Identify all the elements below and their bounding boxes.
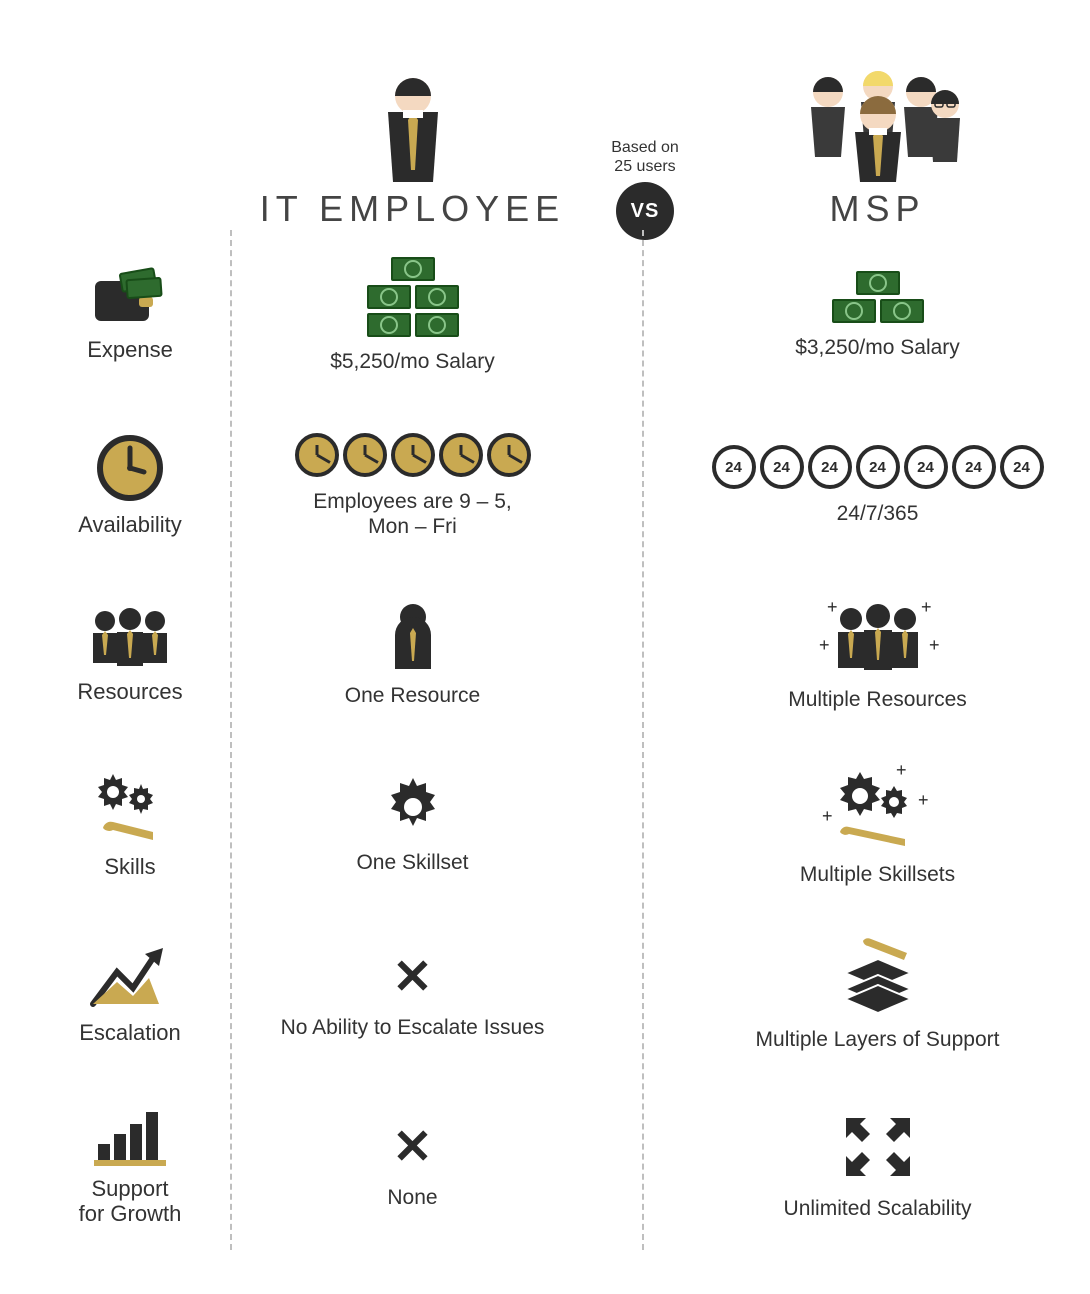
svg-text:+: + [921, 597, 932, 617]
category-label: Escalation [79, 1020, 181, 1045]
cell-text: Employees are 9 – 5, Mon – Fri [313, 489, 511, 539]
category-label: Resources [77, 679, 182, 704]
row-expense: Expense $5,250/mo Salary $3,250/mo Salar… [30, 230, 1060, 400]
svg-text:+: + [819, 635, 830, 655]
vs-subtitle: Based on 25 users [611, 138, 679, 176]
bar-chart-icon [90, 1104, 170, 1168]
svg-text:+: + [822, 806, 833, 826]
x-icon: ✕ [392, 1119, 432, 1175]
cell-text: $5,250/mo Salary [330, 349, 495, 374]
multiple-people-plus-icon: + + + + [813, 597, 943, 677]
svg-text:+: + [827, 597, 838, 617]
clocks-24-icon: 24 24 24 24 24 24 24 [710, 443, 1046, 491]
multiple-gears-plus-icon: + + + [818, 762, 938, 852]
cell-text: Multiple Layers of Support [756, 1027, 1000, 1052]
cell-text: Multiple Skillsets [800, 862, 955, 887]
single-person-icon [385, 601, 441, 673]
clocks-icon [293, 431, 533, 479]
row-availability: Availability Employees are 9 – 5, Mon – … [30, 400, 1060, 570]
comparison-header: IT EMPLOYEE Based on 25 users VS [30, 20, 1060, 230]
support-right-cell: Unlimited Scalability [695, 1098, 1060, 1231]
cell-text: No Ability to Escalate Issues [281, 1015, 545, 1040]
category-label: Support for Growth [79, 1176, 182, 1227]
availability-left-cell: Employees are 9 – 5, Mon – Fri [230, 421, 595, 549]
expense-left-cell: $5,250/mo Salary [230, 245, 595, 384]
cell-text: $3,250/mo Salary [795, 335, 960, 360]
resources-left-cell: One Resource [230, 591, 595, 718]
availability-right-cell: 24 24 24 24 24 24 24 24/7/365 [695, 433, 1060, 536]
layers-icon [833, 937, 923, 1017]
skills-right-cell: + + + Multiple Skillsets [695, 752, 1060, 897]
category-label: Availability [78, 512, 182, 537]
it-employee-icon [368, 72, 458, 182]
cell-text: None [387, 1185, 437, 1210]
escalation-left-cell: ✕ No Ability to Escalate Issues [230, 939, 595, 1050]
svg-text:+: + [918, 790, 929, 810]
skills-left-cell: One Skillset [230, 764, 595, 885]
cell-text: One Skillset [356, 850, 468, 875]
expense-right-cell: $3,250/mo Salary [695, 259, 1060, 370]
money-stack-icon [830, 269, 926, 325]
wallet-icon [91, 267, 169, 329]
cell-text: Unlimited Scalability [784, 1196, 972, 1221]
right-column-title: MSP [829, 188, 925, 230]
category-label: Skills [104, 854, 155, 879]
cell-text: One Resource [345, 683, 480, 708]
svg-text:+: + [896, 762, 907, 780]
left-column-title: IT EMPLOYEE [260, 188, 565, 230]
row-resources: Resources One Resource + + [30, 570, 1060, 740]
msp-team-icon [793, 62, 963, 182]
x-icon: ✕ [392, 949, 432, 1005]
money-stack-icon [365, 255, 461, 339]
resources-right-cell: + + + + Multiple Resources [695, 587, 1060, 722]
clock-icon [94, 432, 166, 504]
gears-wrench-icon [89, 770, 171, 846]
comparison-rows: Expense $5,250/mo Salary $3,250/mo Salar… [30, 230, 1060, 1250]
row-escalation: Escalation ✕ No Ability to Escalate Issu… [30, 910, 1060, 1080]
single-gear-icon [380, 774, 446, 840]
team-icon [85, 605, 175, 671]
svg-text:+: + [929, 635, 940, 655]
growth-arrow-icon [89, 944, 171, 1012]
escalation-right-cell: Multiple Layers of Support [695, 927, 1060, 1062]
cell-text: 24/7/365 [837, 501, 919, 526]
support-left-cell: ✕ None [230, 1109, 595, 1220]
cell-text: Multiple Resources [788, 687, 967, 712]
row-skills: Skills One Skillset + + + [30, 740, 1060, 910]
expand-arrows-icon [836, 1108, 920, 1186]
row-support: Support for Growth ✕ None [30, 1080, 1060, 1250]
category-label: Expense [87, 337, 173, 362]
